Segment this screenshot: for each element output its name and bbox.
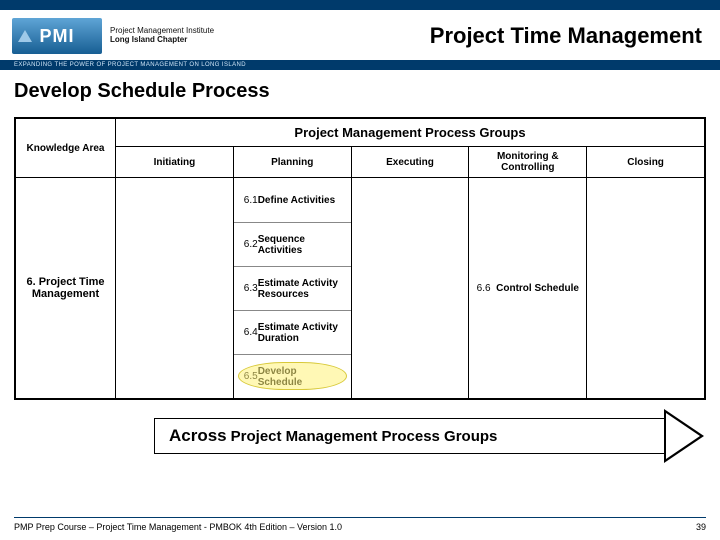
page-title: Project Time Management — [260, 23, 708, 49]
planning-item-txt: Define Activities — [258, 195, 335, 206]
cell-initiating — [116, 178, 234, 399]
mon-num: 6.6 — [477, 283, 491, 294]
planning-item: 6.4 Estimate Activity Duration — [234, 310, 351, 354]
th-executing: Executing — [351, 147, 469, 178]
planning-item-txt: Develop Schedule — [258, 366, 341, 388]
th-closing: Closing — [587, 147, 705, 178]
planning-item-num: 6.4 — [244, 327, 258, 338]
pmi-logo-text: Project Management Institute Long Island… — [110, 27, 214, 45]
footer-left: PMP Prep Course – Project Time Managemen… — [14, 522, 342, 532]
th-planning: Planning — [233, 147, 351, 178]
planning-item-num: 6.3 — [244, 283, 258, 294]
process-table: Knowledge Area Project Management Proces… — [14, 117, 706, 400]
footer: PMP Prep Course – Project Time Managemen… — [14, 517, 706, 532]
mon-txt: Control Schedule — [496, 283, 579, 294]
logo-line2: Long Island Chapter — [110, 36, 214, 45]
arrow-head-icon — [664, 409, 704, 463]
planning-item-txt: Sequence Activities — [258, 234, 341, 256]
th-knowledge-area: Knowledge Area — [16, 119, 116, 178]
header-tagline-band: EXPANDING THE POWER OF PROJECT MANAGEMEN… — [0, 60, 720, 70]
across-arrow: Across Project Management Process Groups — [14, 414, 706, 458]
th-monitoring: Monitoring & Controlling — [469, 147, 587, 178]
cell-closing — [587, 178, 705, 399]
header: PMI Project Management Institute Long Is… — [0, 10, 720, 58]
planning-item-txt: Estimate Activity Duration — [258, 322, 341, 344]
header-top-band — [0, 0, 720, 10]
th-process-groups: Project Management Process Groups — [116, 119, 705, 147]
th-initiating: Initiating — [116, 147, 234, 178]
pmi-logo-mark: PMI — [12, 18, 102, 54]
planning-item: 6.1 Define Activities — [234, 178, 351, 222]
planning-item-num: 6.5 — [244, 371, 258, 382]
cell-knowledge-area: 6. Project Time Management — [16, 178, 116, 399]
planning-item: 6.2 Sequence Activities — [234, 222, 351, 266]
arrow-rest-text: Project Management Process Groups — [231, 428, 498, 445]
section-title: Develop Schedule Process — [0, 70, 720, 109]
footer-page-number: 39 — [696, 522, 706, 532]
cell-executing — [351, 178, 469, 399]
cell-planning: 6.1 Define Activities6.2 Sequence Activi… — [233, 178, 351, 399]
planning-item-txt: Estimate Activity Resources — [258, 278, 341, 300]
planning-item-num: 6.2 — [244, 239, 258, 250]
arrow-body: Across Project Management Process Groups — [154, 418, 666, 454]
cell-monitoring: 6.6 Control Schedule — [469, 178, 587, 399]
planning-item-num: 6.1 — [244, 195, 258, 206]
planning-item: 6.3 Estimate Activity Resources — [234, 266, 351, 310]
pmi-logo: PMI Project Management Institute Long Is… — [12, 14, 260, 58]
arrow-big-text: Across — [169, 426, 227, 446]
planning-item: 6.5 Develop Schedule — [234, 354, 351, 398]
